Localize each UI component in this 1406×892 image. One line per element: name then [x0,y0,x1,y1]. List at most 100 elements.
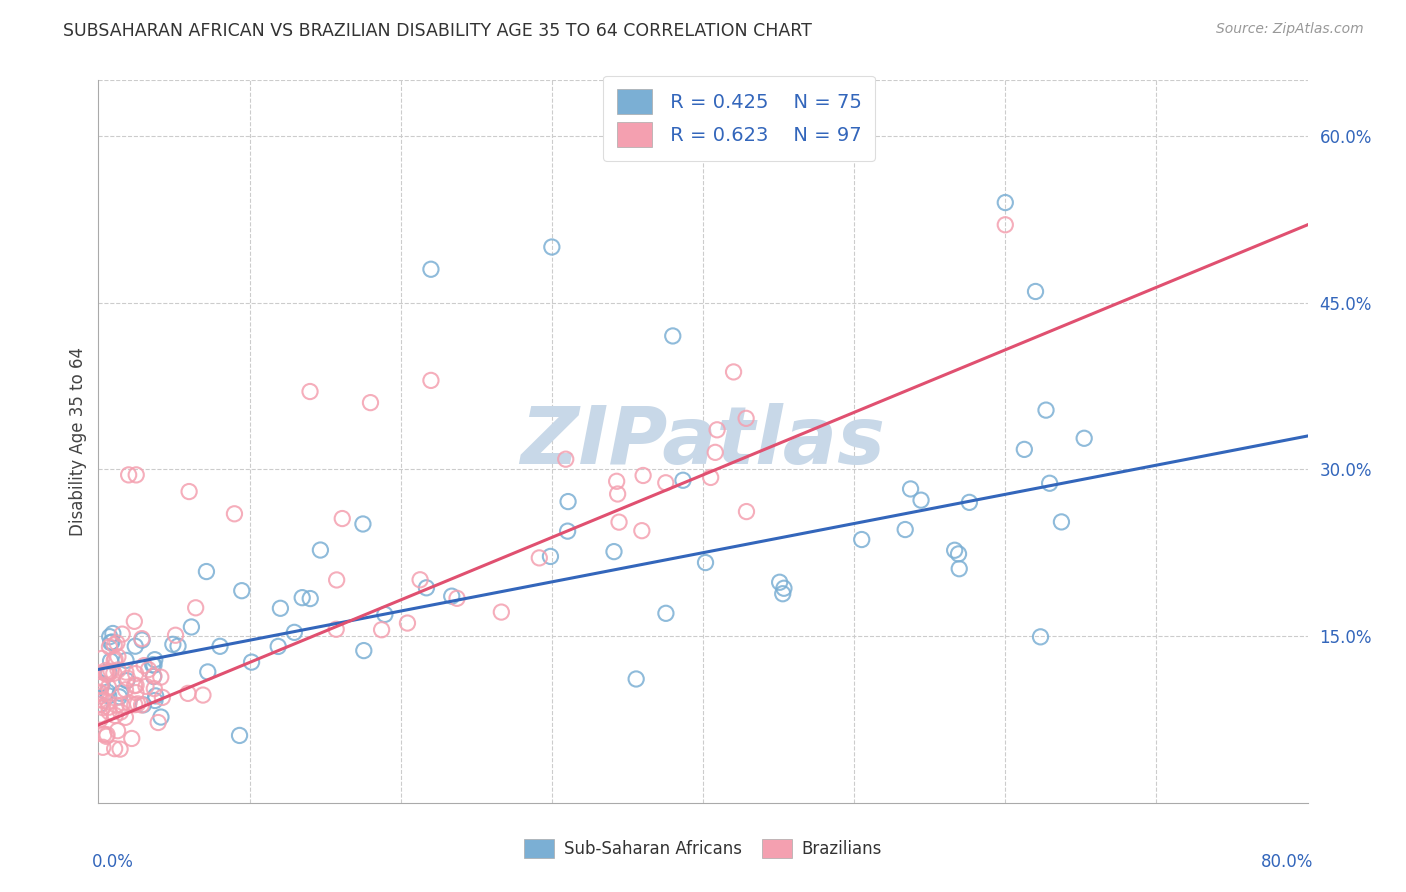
Point [723,365,745,379]
Point [118,696,141,710]
Point [180,620,202,634]
Point [107,649,129,664]
Point [107,723,129,738]
Point [89,713,111,727]
Point [910,493,932,508]
Point [538,549,561,564]
Point [228,728,250,742]
Point [606,487,628,501]
Point [91,676,114,690]
Point [105,636,128,650]
Point [131,698,153,712]
Point [1024,285,1046,299]
Point [103,666,125,681]
Point [96,728,118,742]
Point [197,665,219,679]
Point [145,689,167,703]
Point [948,547,970,561]
Text: SUBSAHARAN AFRICAN VS BRAZILIAN DISABILITY AGE 35 TO 64 CORRELATION CHART: SUBSAHARAN AFRICAN VS BRAZILIAN DISABILI… [63,22,813,40]
Point [143,658,166,673]
Point [115,665,138,680]
Point [299,384,322,399]
Point [695,556,717,570]
Point [93,727,115,741]
Point [706,423,728,437]
Point [105,698,128,713]
Point [415,581,437,595]
Point [420,373,443,387]
Point [96,667,118,681]
Point [540,240,562,254]
Point [167,639,190,653]
Point [114,682,136,697]
Point [96,685,118,699]
Point [440,589,463,603]
Point [97,700,120,714]
Point [143,681,166,696]
Point [624,672,647,686]
Point [299,591,322,606]
Point [89,679,111,693]
Point [735,505,758,519]
Point [851,533,873,547]
Point [142,669,165,683]
Point [894,523,917,537]
Point [98,705,121,719]
Point [948,562,970,576]
Point [90,689,112,703]
Point [900,482,922,496]
Point [557,494,579,508]
Point [97,680,120,694]
Point [142,669,165,683]
Point [769,575,792,590]
Point [603,544,626,558]
Point [98,640,121,654]
Point [146,715,169,730]
Point [103,638,125,652]
Point [360,395,382,409]
Point [240,655,263,669]
Point [117,671,139,685]
Point [131,633,153,648]
Text: ZIPatlas: ZIPatlas [520,402,886,481]
Point [107,663,129,677]
Point [97,689,120,703]
Point [267,640,290,654]
Point [115,673,138,688]
Text: 0.0%: 0.0% [93,854,134,871]
Point [142,657,165,672]
Point [89,685,111,699]
Point [554,452,576,467]
Point [353,643,375,657]
Point [195,565,218,579]
Point [125,685,148,699]
Point [98,630,121,644]
Point [607,515,630,529]
Point [655,607,678,621]
Point [309,543,332,558]
Point [90,698,112,712]
Point [420,262,443,277]
Point [94,666,117,681]
Point [138,663,160,677]
Point [672,473,695,487]
Point [100,664,122,678]
Point [111,627,134,641]
Point [89,708,111,723]
Point [125,467,148,482]
Point [184,600,207,615]
Point [89,686,111,700]
Point [957,495,980,509]
Point [90,679,112,693]
Legend: Sub-Saharan Africans, Brazilians: Sub-Saharan Africans, Brazilians [516,830,890,867]
Point [224,507,246,521]
Point [124,639,146,653]
Point [124,679,146,693]
Point [283,625,305,640]
Point [101,635,124,649]
Point [446,591,468,606]
Point [177,686,200,700]
Point [91,740,114,755]
Point [94,664,117,678]
Point [96,729,118,743]
